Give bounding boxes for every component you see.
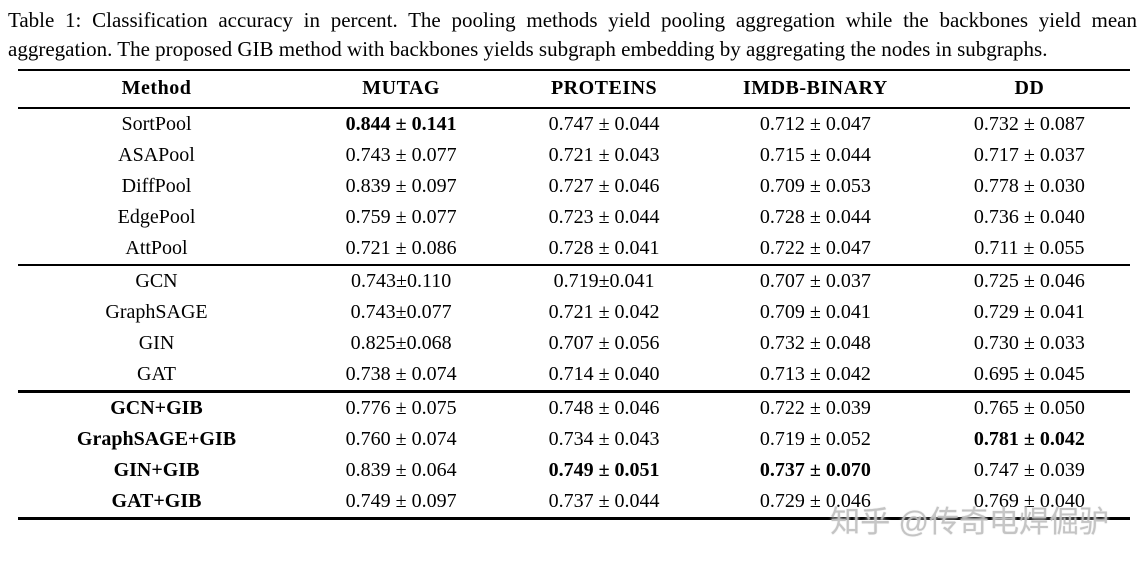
- table-caption: Table 1: Classification accuracy in perc…: [0, 0, 1147, 69]
- caption-text: Classification accuracy in percent. The …: [8, 8, 1138, 61]
- method-cell: SortPool: [121, 113, 192, 136]
- value-cell: 0.781 ± 0.042: [973, 428, 1085, 451]
- value-cell: 0.747 ± 0.044: [548, 113, 660, 136]
- value-cell: 0.722 ± 0.047: [759, 237, 871, 260]
- value-cell: 0.722 ± 0.039: [759, 397, 871, 420]
- value-cell: 0.737 ± 0.070: [759, 459, 871, 482]
- value-cell: 0.713 ± 0.042: [759, 363, 871, 386]
- value-cell: 0.721 ± 0.043: [548, 144, 660, 167]
- value-cell: 0.728 ± 0.044: [759, 206, 871, 229]
- table-row: SortPool 0.844 ± 0.141 0.747 ± 0.044 0.712 …: [18, 108, 1130, 140]
- caption-label: Table 1:: [8, 8, 93, 32]
- value-cell: 0.707 ± 0.037: [759, 270, 871, 293]
- table-row: GCN 0.743±0.110 0.719±0.041 0.707 ± 0.037 0.…: [18, 265, 1130, 297]
- value-cell: 0.743±0.077: [350, 301, 452, 324]
- method-cell: ASAPool: [118, 144, 195, 167]
- table-row: GAT 0.738 ± 0.074 0.714 ± 0.040 0.713 ± 0.0…: [18, 359, 1130, 392]
- value-cell: 0.737 ± 0.044: [548, 490, 660, 513]
- results-table: Method MUTAG PROTEINS IMDB-BINARY DD Sor…: [17, 69, 1130, 521]
- value-cell: 0.732 ± 0.048: [759, 332, 871, 355]
- value-cell: 0.712 ± 0.047: [759, 113, 871, 136]
- table-row: ASAPool 0.743 ± 0.077 0.721 ± 0.043 0.715 ±…: [18, 140, 1130, 171]
- table-row: GAT+GIB 0.749 ± 0.097 0.737 ± 0.044 0.729 ±…: [18, 486, 1130, 519]
- value-cell: 0.776 ± 0.075: [345, 397, 457, 420]
- value-cell: 0.743±0.110: [351, 270, 452, 293]
- value-cell: 0.732 ± 0.087: [973, 113, 1085, 136]
- column-header-mutag: MUTAG: [295, 70, 507, 110]
- table-header-row: Method MUTAG PROTEINS IMDB-BINARY DD: [17, 70, 1130, 110]
- value-cell: 0.738 ± 0.074: [345, 363, 457, 386]
- method-cell: GCN: [135, 270, 178, 293]
- value-cell: 0.729 ± 0.046: [759, 490, 871, 513]
- value-cell: 0.723 ± 0.044: [548, 206, 660, 229]
- value-cell: 0.760 ± 0.074: [345, 428, 457, 451]
- value-cell: 0.728 ± 0.041: [548, 237, 660, 260]
- value-cell: 0.844 ± 0.141: [345, 113, 457, 136]
- column-header-imdb-binary: IMDB-BINARY: [701, 70, 930, 110]
- method-cell: GCN+GIB: [110, 397, 203, 420]
- value-cell: 0.769 ± 0.040: [973, 490, 1085, 513]
- table-group-backbones: GCN 0.743±0.110 0.719±0.041 0.707 ± 0.037 0.…: [17, 265, 1130, 392]
- table-row: AttPool 0.721 ± 0.086 0.728 ± 0.041 0.722 ±…: [18, 233, 1130, 265]
- value-cell: 0.707 ± 0.056: [548, 332, 660, 355]
- value-cell: 0.743 ± 0.077: [345, 144, 457, 167]
- value-cell: 0.759 ± 0.077: [345, 206, 457, 229]
- table-row: DiffPool 0.839 ± 0.097 0.727 ± 0.046 0.709 …: [18, 171, 1130, 202]
- table-row: GIN+GIB 0.839 ± 0.064 0.749 ± 0.051 0.737 ±…: [18, 455, 1130, 486]
- value-cell: 0.839 ± 0.064: [345, 459, 457, 482]
- table-group-pooling-methods: SortPool 0.844 ± 0.141 0.747 ± 0.044 0.712 …: [17, 108, 1130, 265]
- value-cell: 0.749 ± 0.097: [345, 490, 457, 513]
- value-cell: 0.729 ± 0.041: [973, 301, 1085, 324]
- value-cell: 0.714 ± 0.040: [548, 363, 660, 386]
- value-cell: 0.747 ± 0.039: [973, 459, 1085, 482]
- value-cell: 0.715 ± 0.044: [759, 144, 871, 167]
- method-cell: DiffPool: [121, 175, 192, 198]
- method-cell: GAT+GIB: [111, 490, 202, 513]
- table-row: GIN 0.825±0.068 0.707 ± 0.056 0.732 ± 0.048…: [18, 328, 1130, 359]
- method-cell: GraphSAGE+GIB: [76, 428, 237, 451]
- value-cell: 0.736 ± 0.040: [973, 206, 1085, 229]
- value-cell: 0.717 ± 0.037: [973, 144, 1085, 167]
- value-cell: 0.721 ± 0.086: [345, 237, 457, 260]
- value-cell: 0.825±0.068: [350, 332, 452, 355]
- method-cell: GIN+GIB: [113, 459, 200, 482]
- value-cell: 0.719±0.041: [553, 270, 655, 293]
- value-cell: 0.721 ± 0.042: [548, 301, 660, 324]
- value-cell: 0.730 ± 0.033: [973, 332, 1085, 355]
- value-cell: 0.725 ± 0.046: [973, 270, 1085, 293]
- table-row: GCN+GIB 0.776 ± 0.075 0.748 ± 0.046 0.722 ±…: [18, 392, 1130, 425]
- column-header-method: Method: [17, 70, 296, 110]
- value-cell: 0.748 ± 0.046: [548, 397, 660, 420]
- table-group-gib-methods: GCN+GIB 0.776 ± 0.075 0.748 ± 0.046 0.722 ±…: [17, 391, 1130, 519]
- column-header-proteins: PROTEINS: [506, 70, 702, 110]
- method-cell: AttPool: [125, 237, 188, 260]
- value-cell: 0.778 ± 0.030: [973, 175, 1085, 198]
- value-cell: 0.711 ± 0.055: [974, 237, 1085, 260]
- method-cell: GIN: [138, 332, 175, 355]
- value-cell: 0.719 ± 0.052: [759, 428, 871, 451]
- table-row: EdgePool 0.759 ± 0.077 0.723 ± 0.044 0.728 …: [18, 202, 1130, 233]
- method-cell: GAT: [137, 363, 176, 386]
- value-cell: 0.839 ± 0.097: [345, 175, 457, 198]
- value-cell: 0.727 ± 0.046: [548, 175, 660, 198]
- value-cell: 0.734 ± 0.043: [548, 428, 660, 451]
- column-header-dd: DD: [929, 70, 1130, 110]
- method-cell: EdgePool: [117, 206, 196, 229]
- table-row: GraphSAGE 0.743±0.077 0.721 ± 0.042 0.709 ±…: [18, 297, 1130, 328]
- value-cell: 0.749 ± 0.051: [548, 459, 660, 482]
- value-cell: 0.695 ± 0.045: [973, 363, 1085, 386]
- value-cell: 0.709 ± 0.053: [759, 175, 871, 198]
- table-row: GraphSAGE+GIB 0.760 ± 0.074 0.734 ± 0.043 0…: [18, 424, 1130, 455]
- value-cell: 0.709 ± 0.041: [759, 301, 871, 324]
- method-cell: GraphSAGE: [105, 301, 208, 324]
- value-cell: 0.765 ± 0.050: [973, 397, 1085, 420]
